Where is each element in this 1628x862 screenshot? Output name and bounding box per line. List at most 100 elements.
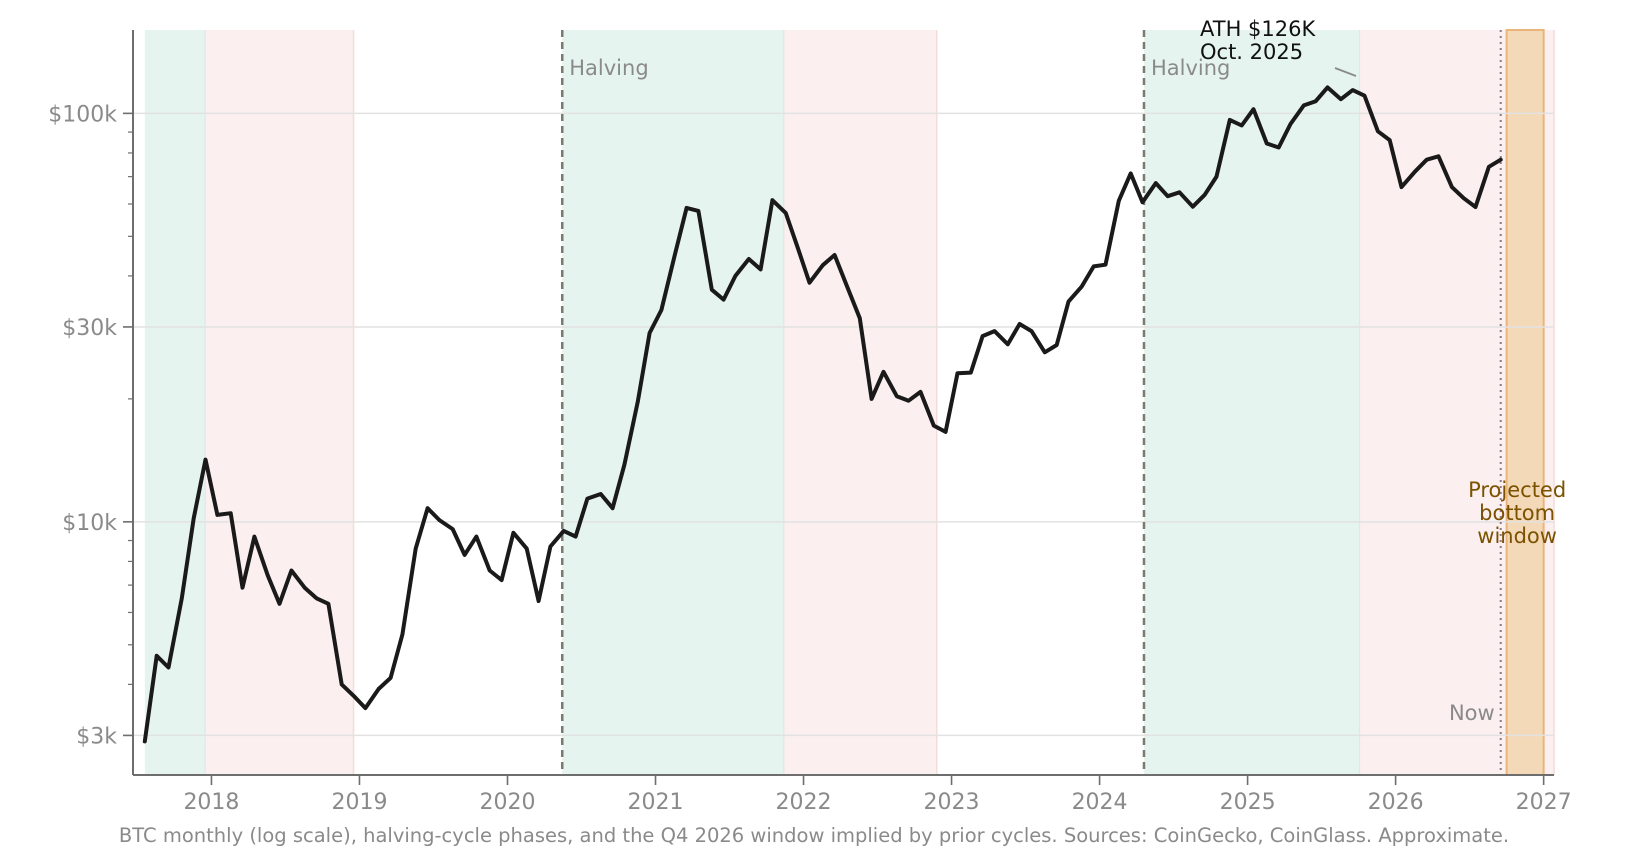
price-point	[426, 506, 430, 510]
price-point	[622, 463, 627, 467]
price-point	[1251, 107, 1256, 111]
price-point	[1277, 145, 1281, 150]
price-point	[969, 371, 973, 375]
price-point	[1388, 138, 1392, 142]
price-point	[389, 676, 393, 680]
price-point	[1325, 85, 1330, 89]
price-point	[1006, 342, 1010, 346]
price-point	[326, 602, 330, 606]
now-marker: Now	[1449, 30, 1502, 775]
price-point	[747, 257, 751, 261]
price-point	[511, 531, 515, 535]
price-point	[203, 458, 208, 462]
x-tick-label: 2024	[1072, 790, 1128, 815]
price-point	[784, 211, 788, 215]
price-point	[574, 535, 578, 539]
price-point	[796, 245, 800, 249]
price-point	[548, 544, 553, 549]
price-point	[1092, 264, 1096, 268]
price-point	[1066, 300, 1071, 304]
btc-price-chart: Halving Halving Now $3k $10k $30k $100k 2018 2…	[48, 17, 1572, 815]
projection-window	[1505, 29, 1545, 776]
price-point	[1154, 181, 1158, 185]
price-point	[1462, 196, 1466, 200]
price-series	[142, 85, 1503, 744]
price-point	[1450, 185, 1454, 189]
price-point	[451, 527, 455, 531]
price-point	[992, 329, 997, 333]
price-point	[1117, 199, 1121, 203]
price-point	[673, 253, 677, 257]
price-point	[1043, 350, 1047, 354]
price-point	[474, 535, 478, 539]
price-point	[252, 535, 256, 539]
price-point	[377, 687, 381, 691]
x-tick-label: 2020	[479, 790, 535, 815]
price-point	[1487, 165, 1491, 169]
price-point	[1129, 171, 1133, 175]
price-point	[400, 632, 404, 637]
price-point	[192, 516, 196, 520]
x-tick-label: 2025	[1220, 790, 1276, 815]
price-point	[488, 568, 492, 573]
price-point	[1265, 141, 1269, 146]
price-point	[821, 263, 825, 267]
price-point	[463, 553, 467, 557]
price-point	[1376, 129, 1380, 133]
price-point	[881, 370, 886, 374]
price-point	[437, 518, 441, 522]
x-tick-label: 2023	[924, 790, 980, 815]
price-point	[844, 283, 849, 287]
price-point	[807, 281, 812, 285]
halving-label: Halving	[1151, 56, 1230, 80]
halving-label: Halving	[569, 56, 648, 80]
price-point	[1103, 263, 1108, 267]
price-point	[833, 253, 837, 257]
price-point	[1339, 97, 1343, 101]
price-point	[303, 586, 307, 590]
price-point	[770, 198, 775, 202]
price-point	[363, 706, 367, 710]
annotations: ATH $126K Oct. 2025 Projected bottom window	[1200, 17, 1566, 548]
halving-markers: Halving Halving	[561, 30, 1230, 775]
price-point	[1362, 94, 1367, 98]
price-point	[858, 316, 862, 320]
y-gridlines	[133, 112, 1554, 737]
price-point	[918, 390, 923, 394]
price-point	[733, 274, 738, 278]
phase-band-bull	[1143, 30, 1361, 775]
price-point	[1302, 103, 1306, 107]
axes: $3k $10k $30k $100k 2018 2019 2020 2021 2022 2023…	[48, 30, 1572, 815]
price-point	[1314, 99, 1318, 103]
phase-band-bear	[205, 30, 354, 775]
price-point	[277, 602, 282, 606]
price-point	[599, 492, 603, 496]
price-point	[562, 529, 566, 533]
price-point	[1351, 88, 1355, 92]
price-point	[1425, 158, 1429, 162]
price-point	[710, 288, 714, 292]
price-point	[352, 694, 356, 698]
price-point	[981, 334, 985, 338]
price-point	[759, 267, 763, 271]
price-point	[1080, 284, 1084, 288]
phase-band-bull	[144, 30, 206, 775]
price-point	[870, 397, 874, 401]
price-point	[314, 596, 319, 600]
price-point	[722, 298, 726, 302]
ath-annotation-label: ATH $126K Oct. 2025	[1200, 17, 1316, 64]
phase-band-bear	[784, 30, 937, 775]
price-point	[1436, 154, 1441, 158]
price-point	[180, 596, 184, 600]
price-point	[1140, 200, 1145, 204]
price-point	[537, 599, 541, 603]
price-point	[1288, 122, 1293, 126]
price-point	[1203, 193, 1207, 197]
price-point	[1413, 170, 1417, 174]
x-tick-label: 2021	[628, 790, 684, 815]
price-point	[895, 394, 899, 398]
price-point	[166, 665, 171, 670]
price-point	[955, 371, 960, 375]
y-tick-label: $100k	[48, 102, 117, 127]
price-point	[944, 430, 948, 434]
